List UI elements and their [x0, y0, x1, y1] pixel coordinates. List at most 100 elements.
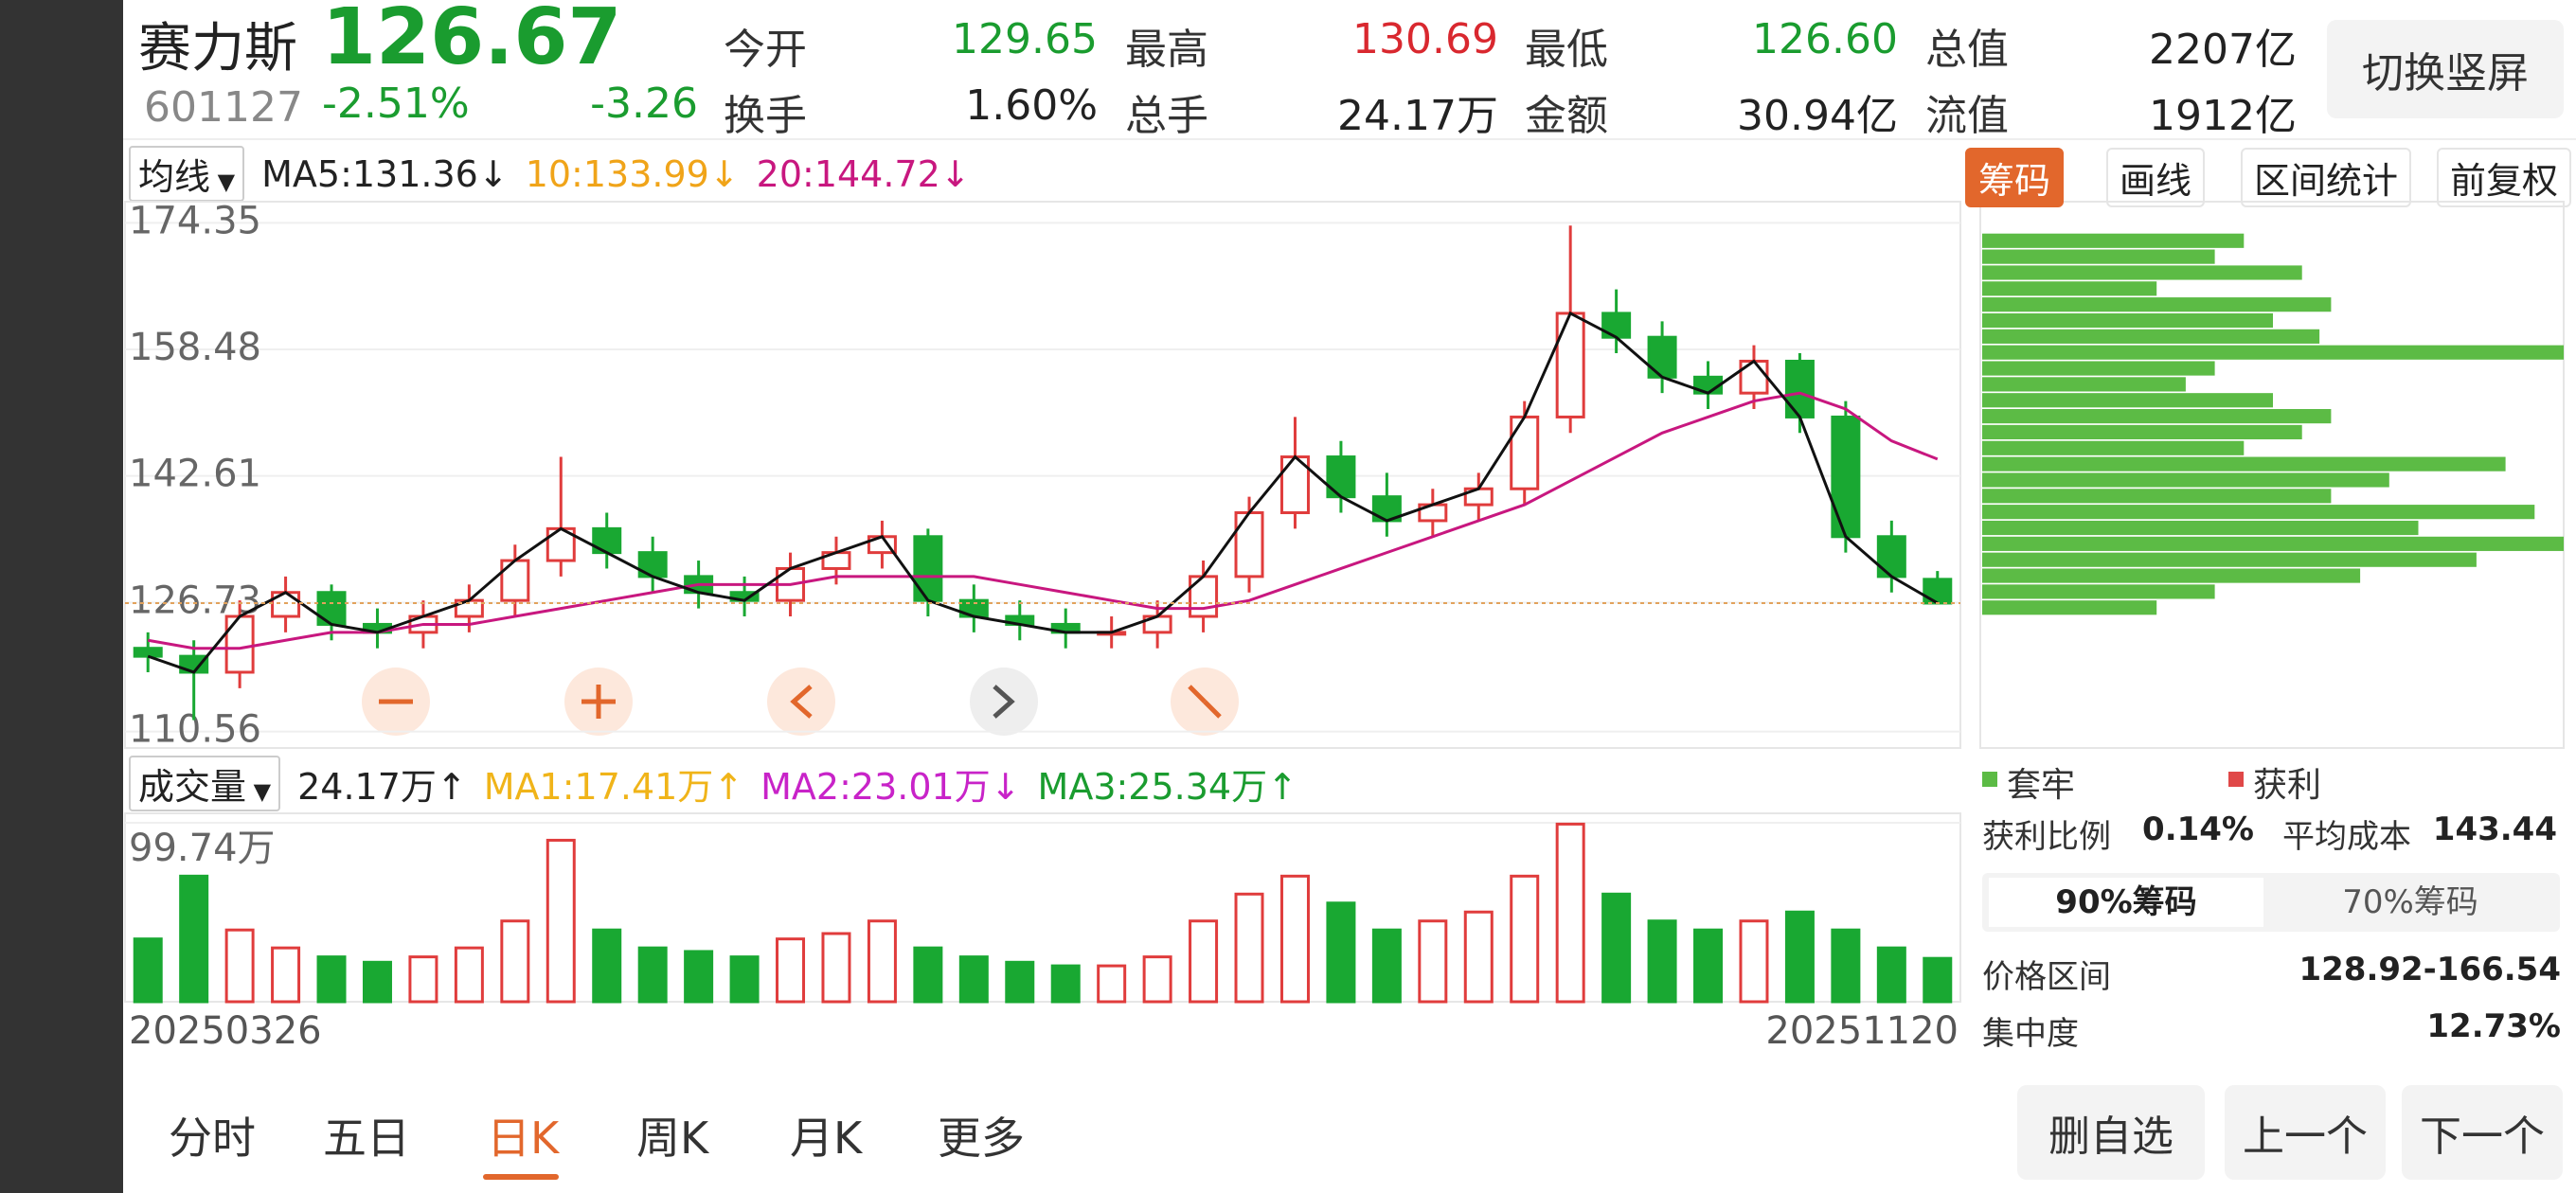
period-tab[interactable]: 周K	[636, 1113, 709, 1164]
period-tab[interactable]: 五日	[323, 1113, 410, 1164]
chip-tab[interactable]: 70%筹码	[2342, 883, 2478, 921]
volume-bar	[1601, 892, 1632, 1004]
start-date: 20250326	[129, 1009, 322, 1053]
volume-bar	[776, 937, 806, 1004]
vol-ma3: MA3:25.34万↑	[1037, 766, 1297, 808]
volume-bar	[1463, 910, 1494, 1004]
pan-right[interactable]	[970, 668, 1038, 736]
volume-bar	[1326, 901, 1356, 1004]
chip-bar	[1982, 505, 2535, 520]
collapse[interactable]	[1171, 668, 1239, 736]
vol-ma1: MA1:17.41万↑	[483, 766, 744, 808]
candle-body	[1876, 535, 1906, 579]
bottom-button[interactable]: 删自选	[2017, 1085, 2205, 1180]
range-label: 价格区间	[1982, 958, 2111, 996]
period-tab[interactable]: 分时	[169, 1113, 256, 1164]
tool-button[interactable]: 前复权	[2437, 148, 2572, 207]
stock-code: 601127	[144, 83, 303, 132]
tool-button[interactable]: 筹码	[1965, 148, 2065, 207]
vol-select[interactable]: 成交量 ▼	[129, 756, 281, 811]
chip-bar	[1982, 393, 2273, 408]
period-tab[interactable]: 月K	[790, 1113, 863, 1164]
candle-body	[1647, 335, 1677, 379]
volume-bar	[1739, 919, 1769, 1004]
ma-toolbar: 均线 ▼ MA5:131.36↓ 10:133.99↓ 20:144.72↓	[129, 146, 971, 202]
chip-tab[interactable]: 90%筹码	[1989, 878, 2263, 927]
stat-label: 总值	[1925, 26, 2009, 74]
stat-label: 流值	[1925, 92, 2009, 140]
chip-bar	[1982, 584, 2215, 599]
chip-stat-label: 平均成本	[2282, 818, 2411, 856]
volume-bar	[1923, 956, 1953, 1004]
chip-bar	[1982, 568, 2361, 583]
chip-frame	[1979, 201, 2565, 749]
volume-bar	[133, 937, 163, 1004]
stat-value: 1.60%	[965, 81, 1098, 130]
zoom-out[interactable]	[362, 668, 430, 736]
chip-bar	[1982, 233, 2245, 248]
volume-bar	[1142, 955, 1172, 1004]
volume-bar	[1647, 919, 1677, 1004]
volume-bar	[454, 946, 484, 1004]
bottom-button[interactable]: 下一个	[2402, 1085, 2563, 1180]
bottom-button[interactable]: 上一个	[2225, 1085, 2386, 1180]
chip-bar	[1982, 472, 2389, 488]
chip-bar	[1982, 345, 2564, 360]
tool-button[interactable]: 区间统计	[2241, 148, 2412, 207]
price-frame	[124, 201, 1961, 749]
candle-body	[224, 614, 255, 674]
volume-bar	[1005, 960, 1035, 1004]
chip-stat-label: 获利比例	[1982, 818, 2111, 856]
y-tick-label: 158.48	[129, 326, 261, 369]
volume-bar	[1693, 928, 1724, 1004]
chip-stat-value: 143.44	[2432, 810, 2557, 848]
chip-bar	[1982, 552, 2477, 567]
stat-label: 金额	[1525, 92, 1608, 140]
vol-ma2: MA2:23.01万↓	[760, 766, 1021, 808]
stat-label: 换手	[724, 92, 807, 140]
volume-bar	[913, 946, 943, 1004]
volume-bar	[224, 928, 255, 1004]
legend-label: 套牢	[2007, 766, 2076, 805]
ma20-line	[147, 391, 1939, 650]
chip-bar	[1982, 361, 2215, 376]
divider	[123, 138, 2576, 140]
side-strip	[0, 0, 123, 1193]
volume-bar	[1418, 919, 1448, 1004]
chip-bar	[1982, 600, 2157, 615]
candle-body	[913, 535, 943, 602]
stat-value: 2207亿	[2149, 26, 2297, 74]
volume-toolbar: 成交量 ▼ 24.17万↑ MA1:17.41万↑ MA2:23.01万↓ MA…	[129, 756, 1297, 811]
conc-value: 12.73%	[2426, 1007, 2561, 1045]
tool-button[interactable]: 画线	[2106, 148, 2206, 207]
candle-body	[1234, 511, 1264, 579]
period-tab[interactable]: 日K	[487, 1113, 560, 1164]
volume-bar	[1831, 928, 1861, 1004]
stat-label: 今开	[724, 26, 807, 74]
stat-value: 129.65	[952, 15, 1098, 63]
chip-bar	[1982, 489, 2332, 504]
chip-bar	[1982, 536, 2564, 551]
candle-body	[500, 559, 530, 602]
stat-value: 1912亿	[2149, 92, 2297, 140]
volume-bar	[500, 919, 530, 1004]
candle-body	[1831, 415, 1861, 539]
volume-bar	[179, 874, 209, 1004]
period-tab[interactable]: 更多	[938, 1113, 1025, 1164]
orientation-button[interactable]: 切换竖屏	[2327, 20, 2564, 118]
ma5: MA5:131.36↓	[261, 152, 509, 195]
zoom-in[interactable]	[564, 668, 633, 736]
volume-tick-label: 99.74万	[129, 827, 276, 870]
legend-swatch	[1982, 772, 1997, 787]
volume-bar	[362, 960, 392, 1004]
stat-label: 最高	[1125, 26, 1208, 74]
pan-left[interactable]	[767, 668, 835, 736]
ma-select[interactable]: 均线 ▼	[129, 146, 245, 202]
volume-bar	[867, 919, 897, 1004]
volume-bar	[592, 928, 622, 1004]
chip-bar	[1982, 312, 2273, 329]
candle-body	[133, 647, 163, 658]
chip-bar	[1982, 520, 2419, 536]
chip-bar	[1982, 440, 2245, 455]
volume-bar	[637, 946, 668, 1004]
